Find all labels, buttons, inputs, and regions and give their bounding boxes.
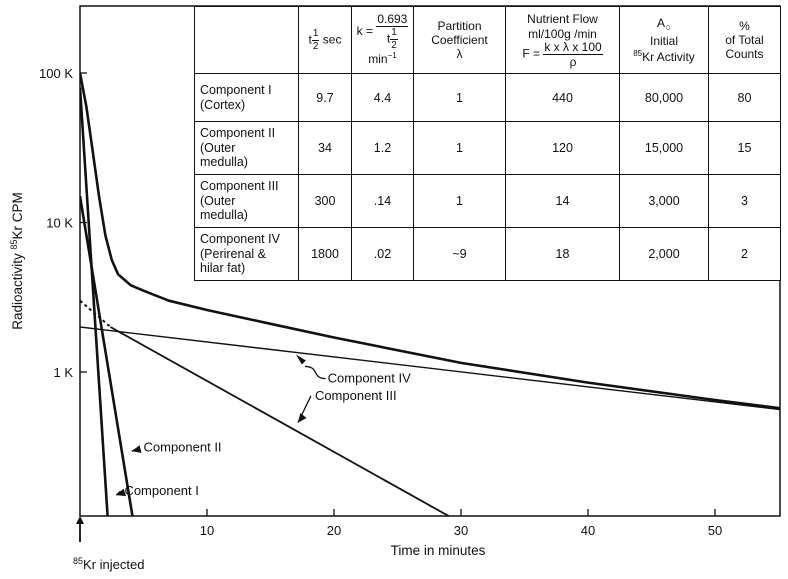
injection-label: 85Kr injected <box>73 556 144 572</box>
series-component-iii-extrapolation <box>80 299 112 328</box>
table-row: Component III (Outer medulla) 300 .14 1 14… <box>194 174 781 228</box>
header-nutrient-flow: Nutrient Flow ml/100g /min F = k x λ x 1… <box>505 6 620 74</box>
annotation-arrow-component-iv <box>304 365 326 380</box>
cell-percent: 2 <box>708 227 781 281</box>
row-label: Component IV (Perirenal & hilar fat) <box>194 227 299 281</box>
annotation-arrowhead-component-i <box>116 488 127 497</box>
y-axis-title: Radioactivity 85Kr CPM <box>9 192 25 330</box>
axes-layer: 10 20 30 40 50 1 K 10 K 100 K Time in minutes Rad… <box>9 5 781 572</box>
cell-activity: 15,000 <box>619 121 709 175</box>
cell-percent: 80 <box>708 73 781 122</box>
table-row: Component IV (Perirenal & hilar fat) 1800 … <box>194 227 781 281</box>
header-initial-activity: A○ Initial 85Kr Activity <box>619 6 709 74</box>
cell-half-life: 1800 <box>298 227 352 281</box>
cell-half-life: 300 <box>298 174 352 228</box>
cell-flow: 14 <box>505 174 620 228</box>
series-layer <box>80 72 780 516</box>
injection-arrow-head <box>76 516 84 524</box>
header-rate-constant: k = 0.693 t 1 2 min−1 <box>351 6 414 74</box>
x-tick-label: 50 <box>708 523 722 538</box>
cell-rate-constant: 4.4 <box>351 73 414 122</box>
x-axis-title: Time in minutes <box>391 543 486 558</box>
cell-partition: ~9 <box>413 227 506 281</box>
series-component-iv-line <box>80 326 780 411</box>
cell-rate-constant: .02 <box>351 227 414 281</box>
cell-flow: 18 <box>505 227 620 281</box>
y-tick-label: 1 K <box>53 365 73 380</box>
table-row: Component II (Outer medulla) 34 1.2 1 120 … <box>194 121 781 175</box>
x-tick-label: 30 <box>454 523 468 538</box>
cell-flow: 440 <box>505 73 620 122</box>
table-row: Component I (Cortex) 9.7 4.4 1 440 80,000… <box>194 73 781 122</box>
annotation-arrowhead-component-iii <box>297 413 307 423</box>
annotation-component-iii: Component III <box>315 388 397 403</box>
series-component-ii-line <box>80 195 134 516</box>
annotation-arrowhead-component-ii <box>131 445 142 453</box>
cell-half-life: 34 <box>298 121 352 175</box>
annotation-component-iv: Component IV <box>328 371 411 386</box>
cell-rate-constant: 1.2 <box>351 121 414 175</box>
annotation-layer: Component I Component II Component III Comp… <box>115 354 411 498</box>
row-label: Component III (Outer medulla) <box>194 174 299 228</box>
header-percent-counts: % of Total Counts <box>708 6 781 74</box>
cell-activity: 80,000 <box>619 73 709 122</box>
row-label: Component I (Cortex) <box>194 73 299 122</box>
table-header-empty <box>194 6 299 74</box>
y-tick-label: 100 K <box>39 66 73 81</box>
series-component-i-line <box>80 87 109 516</box>
cell-percent: 3 <box>708 174 781 228</box>
cell-percent: 15 <box>708 121 781 175</box>
row-label: Component II (Outer medulla) <box>194 121 299 175</box>
x-tick-label: 20 <box>327 523 341 538</box>
series-component-iii-line <box>110 326 451 516</box>
annotation-component-ii: Component II <box>144 439 222 454</box>
x-tick-label: 40 <box>581 523 595 538</box>
cell-rate-constant: .14 <box>351 174 414 228</box>
cell-half-life: 9.7 <box>298 73 352 122</box>
x-tick-label: 10 <box>200 523 214 538</box>
cell-partition: 1 <box>413 73 506 122</box>
series-total-counts-curve <box>80 72 780 410</box>
header-partition-coefficient: Partition Coefficient λ <box>413 6 506 74</box>
cell-partition: 1 <box>413 121 506 175</box>
y-tick-label: 10 K <box>46 216 73 231</box>
cell-activity: 3,000 <box>619 174 709 228</box>
cell-activity: 2,000 <box>619 227 709 281</box>
cell-flow: 120 <box>505 121 620 175</box>
annotation-arrowhead-component-iv <box>295 354 306 365</box>
cell-partition: 1 <box>413 174 506 228</box>
annotation-arrow-component-i <box>115 490 121 496</box>
annotation-component-i: Component I <box>124 483 198 498</box>
